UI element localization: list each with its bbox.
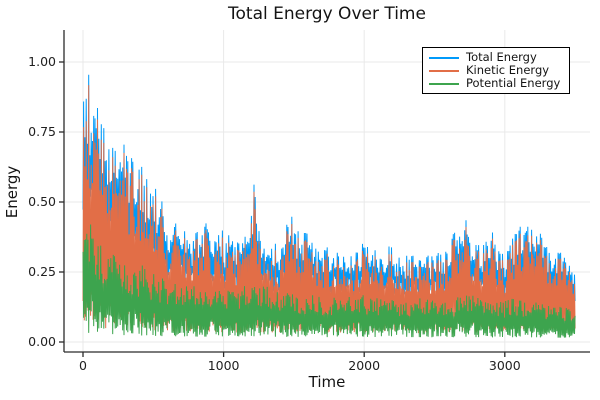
svg-text:0.00: 0.00 [28,334,56,349]
legend-line-kinetic-icon [429,69,459,72]
chart-title: Total Energy Over Time [228,4,426,24]
legend-label-potential: Potential Energy [466,76,561,90]
svg-text:1000: 1000 [208,358,240,373]
legend: Total Energy Kinetic Energy Potential En… [422,47,570,94]
legend-line-total-icon [429,56,459,59]
legend-entry-total: Total Energy [429,51,563,64]
legend-entry-potential: Potential Energy [429,77,563,90]
legend-entry-kinetic: Kinetic Energy [429,64,563,77]
svg-text:0.75: 0.75 [28,124,56,139]
legend-line-potential-icon [429,82,459,85]
x-axis-label: Time [308,373,346,391]
svg-text:3000: 3000 [489,358,521,373]
svg-text:0.50: 0.50 [28,194,56,209]
legend-label-total: Total Energy [466,50,537,64]
svg-text:0.25: 0.25 [28,264,56,279]
svg-text:2000: 2000 [348,358,380,373]
legend-label-kinetic: Kinetic Energy [466,63,550,77]
svg-text:1.00: 1.00 [28,54,56,69]
svg-text:0: 0 [79,358,87,373]
